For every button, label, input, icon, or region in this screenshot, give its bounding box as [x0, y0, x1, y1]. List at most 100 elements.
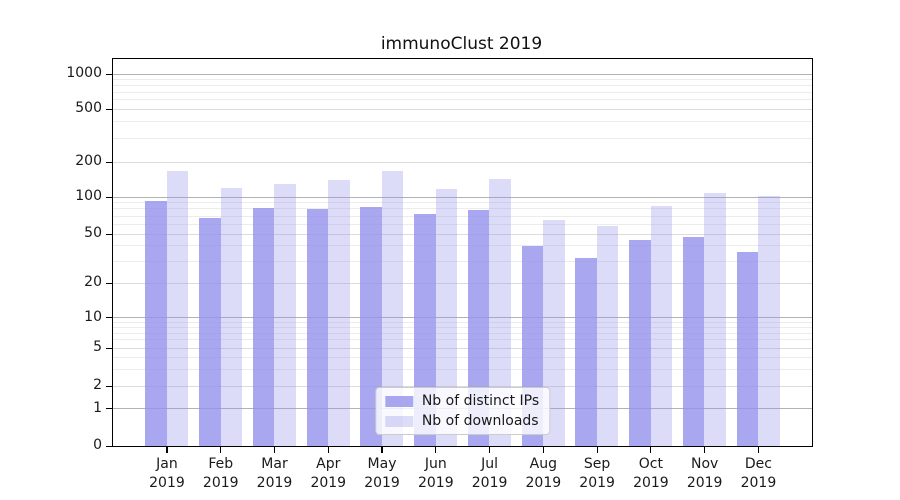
gridline-900	[113, 78, 812, 80]
y-tick-label-10: 10	[84, 308, 102, 325]
gridline-80	[113, 208, 812, 210]
x-tick-mark-jan	[166, 446, 168, 453]
gridline-200	[113, 161, 812, 163]
y-tick-label-100: 100	[75, 188, 102, 204]
x-tick-year: 2019	[686, 475, 723, 491]
gridline-400	[113, 121, 812, 123]
y-tick-mark-1	[106, 408, 112, 410]
x-tick-mark-may	[381, 446, 383, 453]
gridline-10	[113, 317, 812, 318]
gridline-800	[113, 84, 812, 86]
y-tick-label-50: 50	[84, 225, 102, 241]
gridline-90	[113, 202, 812, 204]
gridline-5	[113, 347, 812, 349]
y-tick-mark-200	[106, 161, 112, 163]
y-tick-label-500: 500	[75, 100, 102, 116]
x-tick-month: Jul	[481, 456, 499, 472]
y-tick-label-1000: 1000	[66, 65, 102, 81]
x-tick-month: Mar	[261, 456, 288, 472]
x-tick-label-may: May 2019	[350, 455, 414, 493]
gridline-40	[113, 245, 812, 247]
plot-area: Nb of distinct IPs Nb of downloads	[112, 58, 813, 447]
bar-jul-downloads	[489, 178, 511, 446]
x-tick-label-mar: Mar 2019	[243, 455, 307, 493]
y-tick-label-20: 20	[84, 274, 102, 290]
x-tick-year: 2019	[364, 475, 400, 491]
gridline-4	[113, 356, 812, 358]
legend: Nb of distinct IPs Nb of downloads	[374, 387, 551, 435]
y-tick-mark-5	[106, 347, 112, 349]
bar-nov-downloads	[704, 193, 726, 446]
gridline-7	[113, 332, 812, 334]
x-tick-mark-aug	[542, 446, 544, 453]
x-tick-label-sep: Sep 2019	[565, 455, 629, 493]
bar-jan-distinct-ips	[145, 201, 167, 446]
x-tick-month: Sep	[583, 456, 611, 472]
bar-oct-distinct-ips	[629, 239, 651, 446]
x-tick-label-jun: Jun 2019	[404, 455, 468, 493]
x-tick-year: 2019	[202, 475, 239, 491]
gridline-9	[113, 321, 812, 323]
gridline-700	[113, 91, 812, 93]
y-tick-mark-20	[106, 282, 112, 284]
x-tick-month: Oct	[638, 456, 663, 472]
y-tick-mark-50	[106, 233, 112, 235]
x-tick-label-apr: Apr 2019	[296, 455, 360, 493]
y-tick-label-5: 5	[93, 339, 102, 355]
x-tick-mark-dec	[757, 446, 760, 453]
x-tick-label-dec: Dec 2019	[726, 455, 790, 493]
y-tick-mark-2	[106, 385, 112, 387]
y-tick-label-0: 0	[93, 437, 102, 453]
x-tick-month: May	[367, 456, 397, 472]
y-tick-mark-10	[106, 317, 112, 319]
bar-oct-downloads	[650, 205, 673, 446]
gridline-20	[113, 282, 812, 284]
x-tick-mark-feb	[220, 446, 222, 453]
y-tick-label-1: 1	[93, 399, 102, 416]
y-tick-label-2: 2	[93, 377, 102, 393]
gridline-3	[113, 368, 812, 370]
x-tick-month: Aug	[529, 456, 558, 472]
legend-swatch-downloads	[384, 415, 413, 427]
x-tick-year: 2019	[149, 475, 185, 491]
y-tick-mark-500	[106, 108, 112, 110]
bar-may-downloads	[381, 170, 404, 446]
x-tick-mark-apr	[327, 446, 329, 453]
x-tick-month: Feb	[208, 456, 234, 472]
gridline-1000	[113, 73, 812, 75]
x-tick-year: 2019	[417, 475, 454, 491]
legend-label-distinct-ips: Nb of distinct IPs	[421, 393, 540, 409]
x-tick-label-jul: Jul 2019	[458, 455, 522, 493]
legend-label-downloads: Nb of downloads	[421, 413, 539, 429]
gridline-100	[113, 196, 812, 198]
y-tick-mark-100	[106, 196, 112, 198]
x-tick-label-nov: Nov 2019	[673, 455, 737, 493]
y-tick-label-200: 200	[75, 153, 102, 169]
gridline-70	[113, 215, 812, 217]
bar-mar-distinct-ips	[252, 207, 275, 446]
bar-apr-distinct-ips	[306, 208, 329, 446]
x-tick-year: 2019	[579, 475, 615, 491]
bar-dec-distinct-ips	[736, 251, 759, 446]
bar-sep-distinct-ips	[575, 257, 597, 446]
legend-item-downloads: Nb of downloads	[384, 413, 539, 429]
gridline-60	[113, 223, 812, 225]
bar-sep-downloads	[596, 226, 619, 446]
legend-item-distinct-ips: Nb of distinct IPs	[384, 393, 540, 409]
x-tick-month: Jan	[156, 456, 178, 472]
x-tick-mark-sep	[596, 446, 598, 453]
legend-swatch-distinct-ips	[384, 395, 413, 407]
x-tick-year: 2019	[256, 475, 293, 491]
x-tick-mark-jul	[488, 446, 491, 453]
gridline-500	[113, 108, 812, 110]
x-tick-month: Dec	[744, 456, 772, 472]
x-tick-year: 2019	[310, 475, 347, 491]
bar-may-distinct-ips	[360, 206, 382, 446]
gridline-8	[113, 326, 812, 328]
y-tick-mark-1000	[106, 73, 112, 75]
x-tick-mark-mar	[273, 446, 276, 453]
bar-jan-downloads	[166, 170, 189, 446]
bar-nov-distinct-ips	[682, 237, 705, 446]
x-tick-label-feb: Feb 2019	[189, 455, 253, 493]
